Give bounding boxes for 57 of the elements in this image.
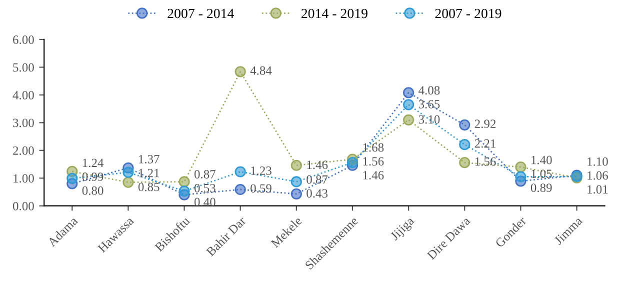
data-label: 2.92 xyxy=(474,120,496,128)
data-label: 1.56 xyxy=(363,157,384,166)
point xyxy=(178,186,190,197)
y-tick-label: 6.00 xyxy=(13,36,34,44)
data-label: 1.23 xyxy=(251,166,272,175)
data-label: 0.85 xyxy=(138,182,160,192)
legend-label: 2007 - 2019 xyxy=(435,8,502,18)
point xyxy=(515,161,526,173)
legend-label: 2014 - 2019 xyxy=(301,8,368,18)
point xyxy=(459,157,470,168)
data-label: 0.89 xyxy=(530,184,552,192)
data-label: 3.65 xyxy=(418,100,440,108)
data-label: 1.24 xyxy=(82,158,104,168)
data-label: 2.21 xyxy=(474,139,496,148)
point xyxy=(403,99,414,110)
point xyxy=(403,87,414,98)
data-label: 1.21 xyxy=(139,168,160,178)
data-label: 1.56 xyxy=(475,157,496,166)
point xyxy=(234,166,246,178)
point xyxy=(122,166,134,178)
data-label: 4.84 xyxy=(250,66,272,75)
data-label: 0.53 xyxy=(194,184,216,192)
point xyxy=(234,66,246,78)
point xyxy=(234,184,246,196)
point xyxy=(290,160,302,171)
data-label: 0.43 xyxy=(306,189,328,198)
data-label: 4.08 xyxy=(418,86,440,95)
point xyxy=(346,157,358,168)
data-label: 3.10 xyxy=(418,115,440,124)
point xyxy=(515,171,526,182)
point xyxy=(178,176,190,188)
data-label: 0.87 xyxy=(194,170,216,179)
point xyxy=(403,114,414,126)
data-label: 0.59 xyxy=(250,184,272,193)
data-label: 1.46 xyxy=(363,171,384,180)
data-label: 1.10 xyxy=(588,157,608,166)
point xyxy=(290,188,302,200)
data-label: 1.46 xyxy=(307,160,328,170)
y-tick-label: 1.00 xyxy=(14,174,34,183)
point xyxy=(66,172,78,184)
data-label: 1.05 xyxy=(532,170,552,178)
data-label: 0.80 xyxy=(82,186,104,195)
point xyxy=(459,139,470,150)
data-label: 1.40 xyxy=(532,156,552,164)
point xyxy=(290,176,302,188)
data-label: 1.01 xyxy=(588,185,608,194)
legend-label: 2007 - 2014 xyxy=(168,8,234,18)
y-tick-label: 0.00 xyxy=(12,202,34,210)
data-label: 1.06 xyxy=(588,171,608,180)
y-tick-label: 5.00 xyxy=(13,63,34,72)
point xyxy=(459,119,470,130)
y-tick-label: 2.00 xyxy=(13,146,34,155)
y-tick-label: 3.00 xyxy=(13,118,34,128)
point xyxy=(122,176,134,188)
y-tick-label: 4.00 xyxy=(12,90,34,100)
data-label: 0.40 xyxy=(194,198,216,206)
data-label: 1.37 xyxy=(139,154,160,164)
